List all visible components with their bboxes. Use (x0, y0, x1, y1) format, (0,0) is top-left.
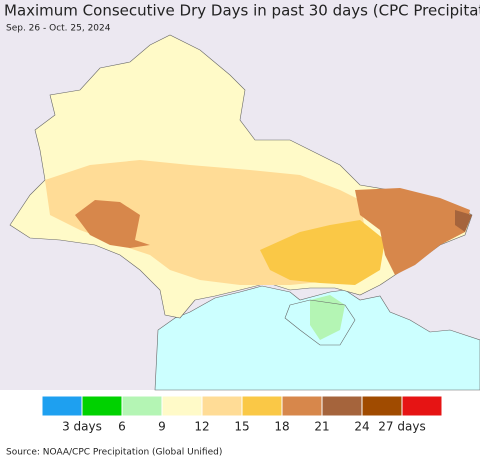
sea (154, 285, 480, 391)
zone-21 (355, 188, 470, 275)
legend-label: 18 (274, 420, 289, 434)
legend-label: 21 (314, 420, 329, 434)
zone-21-west (75, 200, 150, 248)
subtitle: Sep. 26 - Oct. 25, 2024 (6, 24, 111, 34)
legend-swatch (121, 395, 163, 417)
legend: 3 days 6 9 12 15 18 21 24 27 days (41, 395, 443, 434)
legend-label: 15 (234, 420, 249, 434)
legend-swatch (41, 395, 83, 417)
legend-swatch (241, 395, 283, 417)
legend-swatch (281, 395, 323, 417)
legend-swatch (81, 395, 123, 417)
legend-label: 3 days (62, 420, 102, 434)
legend-swatch (161, 395, 203, 417)
legend-label: 27 days (378, 420, 425, 434)
zone-24 (455, 210, 472, 232)
legend-swatch (201, 395, 243, 417)
map (0, 0, 480, 391)
legend-swatch (401, 395, 443, 417)
crimea-9 (310, 295, 345, 340)
title: Maximum Consecutive Dry Days in past 30 … (4, 2, 480, 20)
zone-18 (260, 220, 385, 285)
legend-label: 12 (194, 420, 209, 434)
legend-label: 24 (354, 420, 369, 434)
legend-swatch (321, 395, 363, 417)
legend-swatch (361, 395, 403, 417)
crimea-outline (284, 299, 356, 346)
legend-label: 6 (118, 420, 126, 434)
legend-label: 9 (158, 420, 166, 434)
source: Source: NOAA/CPC Precipitation (Global U… (6, 448, 222, 458)
